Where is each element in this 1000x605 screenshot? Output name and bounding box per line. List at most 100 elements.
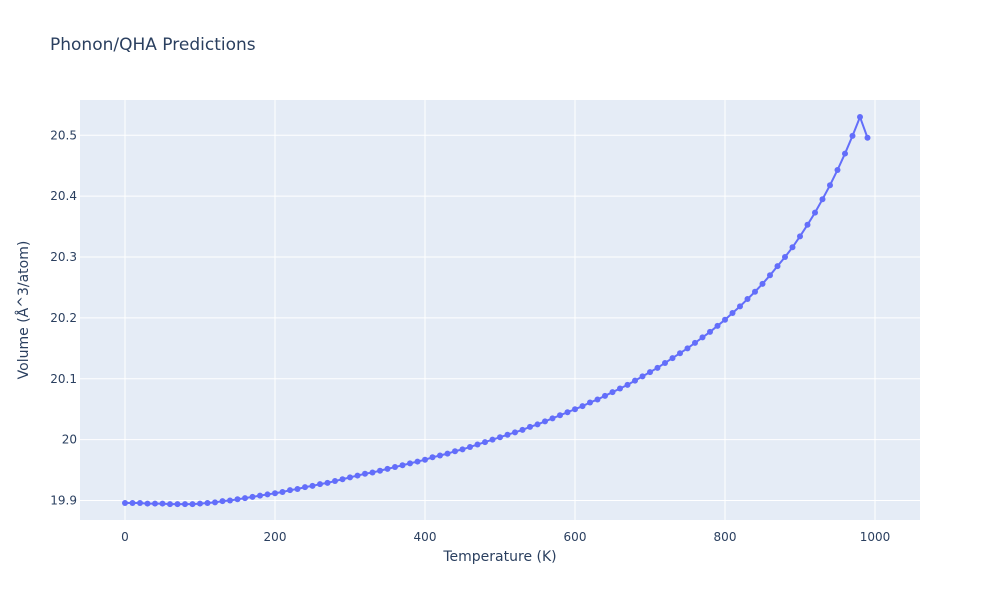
data-point[interactable] bbox=[602, 392, 608, 399]
data-point[interactable] bbox=[414, 458, 421, 465]
data-point[interactable] bbox=[632, 377, 638, 384]
data-point[interactable] bbox=[437, 452, 443, 459]
data-point[interactable] bbox=[444, 450, 451, 457]
data-point[interactable] bbox=[572, 406, 578, 413]
data-point[interactable] bbox=[122, 499, 128, 506]
data-point[interactable] bbox=[549, 415, 556, 422]
data-point[interactable] bbox=[774, 263, 781, 270]
data-point[interactable] bbox=[392, 464, 398, 471]
data-point[interactable] bbox=[542, 418, 548, 425]
data-point[interactable] bbox=[864, 134, 871, 141]
data-point[interactable] bbox=[369, 469, 376, 476]
data-point[interactable] bbox=[347, 474, 353, 481]
data-point[interactable] bbox=[647, 369, 653, 376]
data-point[interactable] bbox=[819, 196, 826, 203]
data-point[interactable] bbox=[737, 303, 743, 310]
data-point[interactable] bbox=[579, 403, 586, 410]
data-point[interactable] bbox=[489, 436, 496, 443]
data-point[interactable] bbox=[669, 355, 676, 362]
data-point[interactable] bbox=[422, 456, 428, 463]
data-point[interactable] bbox=[227, 497, 233, 504]
data-point[interactable] bbox=[609, 389, 616, 396]
data-point[interactable] bbox=[759, 280, 766, 287]
data-point[interactable] bbox=[849, 132, 856, 139]
data-point[interactable] bbox=[842, 150, 848, 157]
data-point[interactable] bbox=[474, 441, 481, 448]
data-point[interactable] bbox=[212, 499, 218, 506]
data-point[interactable] bbox=[129, 499, 136, 506]
data-point[interactable] bbox=[459, 446, 466, 453]
data-point[interactable] bbox=[827, 182, 833, 189]
data-point[interactable] bbox=[812, 209, 818, 216]
data-point[interactable] bbox=[519, 426, 526, 433]
data-point[interactable] bbox=[587, 399, 593, 406]
data-point[interactable] bbox=[767, 272, 773, 279]
data-point[interactable] bbox=[467, 443, 473, 450]
data-point[interactable] bbox=[797, 233, 803, 240]
data-point[interactable] bbox=[684, 345, 691, 352]
data-point[interactable] bbox=[452, 448, 458, 455]
data-point[interactable] bbox=[234, 496, 241, 503]
data-point[interactable] bbox=[219, 498, 226, 505]
data-point[interactable] bbox=[624, 381, 631, 388]
data-point[interactable] bbox=[534, 421, 541, 428]
data-point[interactable] bbox=[339, 476, 346, 483]
data-point[interactable] bbox=[729, 310, 736, 317]
data-point[interactable] bbox=[662, 359, 668, 366]
data-point[interactable] bbox=[707, 328, 713, 335]
data-point[interactable] bbox=[159, 500, 166, 507]
data-point[interactable] bbox=[782, 254, 788, 261]
data-point[interactable] bbox=[407, 460, 413, 467]
data-point[interactable] bbox=[257, 492, 263, 499]
data-point[interactable] bbox=[279, 489, 286, 495]
data-point[interactable] bbox=[677, 350, 683, 357]
data-point[interactable] bbox=[152, 500, 158, 507]
data-point[interactable] bbox=[317, 481, 323, 488]
data-point[interactable] bbox=[429, 454, 436, 461]
data-point[interactable] bbox=[324, 479, 331, 486]
data-point[interactable] bbox=[617, 385, 623, 392]
data-point[interactable] bbox=[294, 485, 301, 492]
data-point[interactable] bbox=[384, 465, 391, 472]
data-point[interactable] bbox=[699, 334, 706, 341]
data-point[interactable] bbox=[527, 423, 533, 430]
data-point[interactable] bbox=[377, 467, 383, 474]
data-point[interactable] bbox=[654, 364, 661, 371]
data-point[interactable] bbox=[692, 339, 698, 346]
data-point[interactable] bbox=[752, 288, 758, 295]
data-point[interactable] bbox=[197, 500, 203, 507]
data-point[interactable] bbox=[302, 484, 308, 491]
data-point[interactable] bbox=[564, 409, 571, 416]
data-point[interactable] bbox=[362, 470, 368, 477]
data-point[interactable] bbox=[744, 296, 751, 303]
data-point[interactable] bbox=[557, 412, 563, 419]
data-point[interactable] bbox=[272, 490, 278, 497]
data-point[interactable] bbox=[512, 429, 518, 436]
data-point[interactable] bbox=[804, 221, 811, 228]
data-point[interactable] bbox=[722, 316, 728, 323]
data-point[interactable] bbox=[354, 472, 361, 479]
data-point[interactable] bbox=[309, 482, 316, 489]
data-point[interactable] bbox=[287, 487, 293, 494]
data-point[interactable] bbox=[399, 462, 406, 469]
data-point[interactable] bbox=[594, 396, 601, 403]
data-point[interactable] bbox=[857, 114, 863, 121]
data-point[interactable] bbox=[639, 373, 646, 380]
data-point[interactable] bbox=[174, 501, 181, 508]
data-point[interactable] bbox=[144, 500, 151, 507]
data-point[interactable] bbox=[834, 167, 841, 173]
data-point[interactable] bbox=[264, 491, 271, 498]
data-point[interactable] bbox=[789, 244, 796, 251]
data-point[interactable] bbox=[497, 434, 503, 441]
data-point[interactable] bbox=[332, 478, 338, 485]
data-point[interactable] bbox=[504, 431, 511, 438]
data-point[interactable] bbox=[189, 501, 196, 508]
data-point[interactable] bbox=[204, 499, 211, 506]
data-point[interactable] bbox=[482, 439, 488, 446]
data-point[interactable] bbox=[182, 501, 188, 508]
data-point[interactable] bbox=[249, 493, 256, 500]
data-point[interactable] bbox=[714, 322, 721, 329]
data-point[interactable] bbox=[137, 499, 143, 506]
data-point[interactable] bbox=[167, 501, 173, 508]
data-point[interactable] bbox=[242, 495, 248, 502]
